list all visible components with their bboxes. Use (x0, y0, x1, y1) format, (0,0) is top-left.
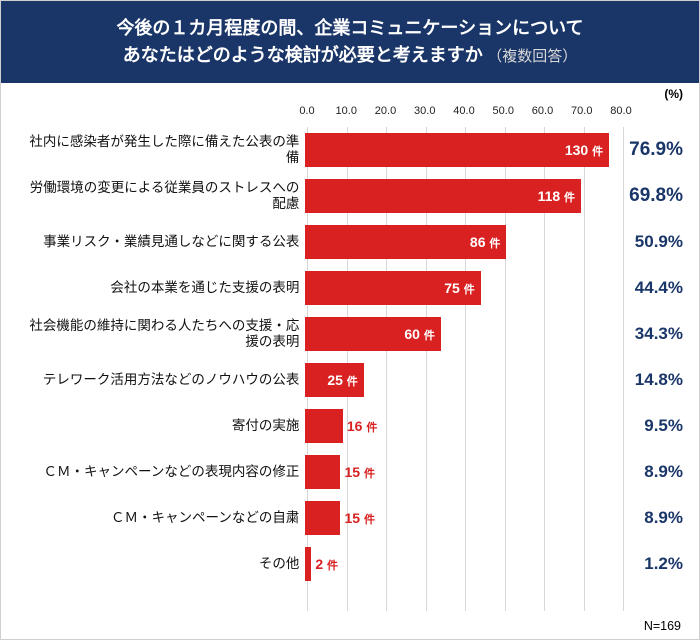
tick-label: 20.0 (375, 105, 396, 117)
bar-row: ＣＭ・キャンペーンなどの自粛15 件8.9% (17, 495, 683, 541)
title-line-1: 今後の１カ月程度の間、企業コミュニケーションについて (17, 15, 683, 42)
bar-label: その他 (17, 556, 305, 572)
tick-label: 30.0 (414, 105, 435, 117)
bar-percent: 1.2% (621, 554, 683, 574)
bar-label: 事業リスク・業績見通しなどに関する公表 (17, 234, 305, 250)
bar-count: 118 件 (538, 188, 575, 205)
bar-row: 社内に感染者が発生した際に備えた公表の準備 130 件 76.9% (17, 127, 683, 173)
bar-track: 2 件 (305, 541, 621, 587)
bar-row: 事業リスク・業績見通しなどに関する公表 86 件 50.9% (17, 219, 683, 265)
bar-label: ＣＭ・キャンペーンなどの自粛 (17, 510, 305, 526)
bar-percent: 50.9% (621, 232, 683, 252)
bar-count: 15 件 (344, 464, 374, 481)
bar-percent: 8.9% (621, 508, 683, 528)
bar: 130 件 (305, 133, 609, 167)
bar-row: 会社の本業を通じた支援の表明 75 件 44.4% (17, 265, 683, 311)
bar-count: 2 件 (315, 556, 338, 573)
bar-percent: 9.5% (621, 416, 683, 436)
bar-count: 130 件 (565, 142, 603, 159)
bar-percent: 44.4% (621, 278, 683, 298)
bar-track: 86 件 (305, 219, 621, 265)
tick-label: 10.0 (336, 105, 357, 117)
bar-label: 社内に感染者が発生した際に備えた公表の準備 (17, 134, 305, 166)
bar: 86 件 (305, 225, 506, 259)
bar: 60 件 (305, 317, 440, 351)
bar-count: 16 件 (347, 418, 377, 435)
bar-track: 16 件 (305, 403, 621, 449)
bar-percent: 69.8% (621, 185, 683, 207)
bar-track: 130 件 (305, 127, 621, 173)
tick-label: 60.0 (532, 105, 553, 117)
x-axis: 0.010.020.030.040.050.060.070.080.0 (307, 105, 621, 119)
bar-count: 15 件 (344, 510, 374, 527)
bar-label: 寄付の実施 (17, 418, 305, 434)
bar-label: 社会機能の維持に関わる人たちへの支援・応援の表明 (17, 318, 305, 350)
chart-area: 0.0 10.0 20.0 30.0 40.0 50.0 60.0 70.0 80.0 社内に感… (17, 105, 683, 611)
bar-label: 労働環境の変更による従業員のストレスへの配慮 (17, 180, 305, 212)
bar: 75 件 (305, 271, 480, 305)
bar: 16 件 (305, 409, 343, 443)
bar-row: その他2 件1.2% (17, 541, 683, 587)
bar-row: 労働環境の変更による従業員のストレスへの配慮 118 件 69.8% (17, 173, 683, 219)
bar-track: 60 件 (305, 311, 621, 357)
tick-label: 80.0 (610, 105, 631, 117)
bar: 118 件 (305, 179, 581, 213)
bar-count: 60 件 (404, 326, 434, 343)
bar-row: テレワーク活用方法などのノウハウの公表 25 件 14.8% (17, 357, 683, 403)
bar-count: 75 件 (444, 280, 474, 297)
tick-label: 0.0 (299, 105, 314, 117)
bar-track: 75 件 (305, 265, 621, 311)
bar-label: ＣＭ・キャンペーンなどの表現内容の修正 (17, 464, 305, 480)
bar-track: 15 件 (305, 449, 621, 495)
chart-container: 今後の１カ月程度の間、企業コミュニケーションについて あなたはどのような検討が必… (0, 0, 700, 640)
bar: 15 件 (305, 455, 340, 489)
bar-count: 25 件 (327, 372, 357, 389)
bar-track: 25 件 (305, 357, 621, 403)
unit-label: (%) (664, 87, 683, 101)
bar-label: テレワーク活用方法などのノウハウの公表 (17, 372, 305, 388)
bar-row: ＣＭ・キャンペーンなどの表現内容の修正15 件8.9% (17, 449, 683, 495)
tick-label: 50.0 (493, 105, 514, 117)
bar-track: 15 件 (305, 495, 621, 541)
bar-percent: 76.9% (621, 139, 683, 161)
bar-count: 86 件 (470, 234, 500, 251)
bar-track: 118 件 (305, 173, 621, 219)
bar-row: 社会機能の維持に関わる人たちへの支援・応援の表明 60 件 34.3% (17, 311, 683, 357)
tick-label: 70.0 (571, 105, 592, 117)
bar-percent: 8.9% (621, 462, 683, 482)
bar: 15 件 (305, 501, 340, 535)
chart-header: 今後の１カ月程度の間、企業コミュニケーションについて あなたはどのような検討が必… (1, 1, 699, 83)
n-label: N=169 (644, 619, 681, 633)
bar: 2 件 (305, 547, 311, 581)
bar-label: 会社の本業を通じた支援の表明 (17, 280, 305, 296)
bar-percent: 14.8% (621, 370, 683, 390)
bars: 社内に感染者が発生した際に備えた公表の準備 130 件 76.9% 労働環境の変更によ… (17, 127, 683, 611)
bar-row: 寄付の実施16 件9.5% (17, 403, 683, 449)
bar-percent: 34.3% (621, 324, 683, 344)
title-subtitle: （複数回答） (487, 48, 577, 65)
title-line-2: あなたはどのような検討が必要と考えますか (123, 45, 483, 65)
tick-label: 40.0 (453, 105, 474, 117)
bar: 25 件 (305, 363, 363, 397)
